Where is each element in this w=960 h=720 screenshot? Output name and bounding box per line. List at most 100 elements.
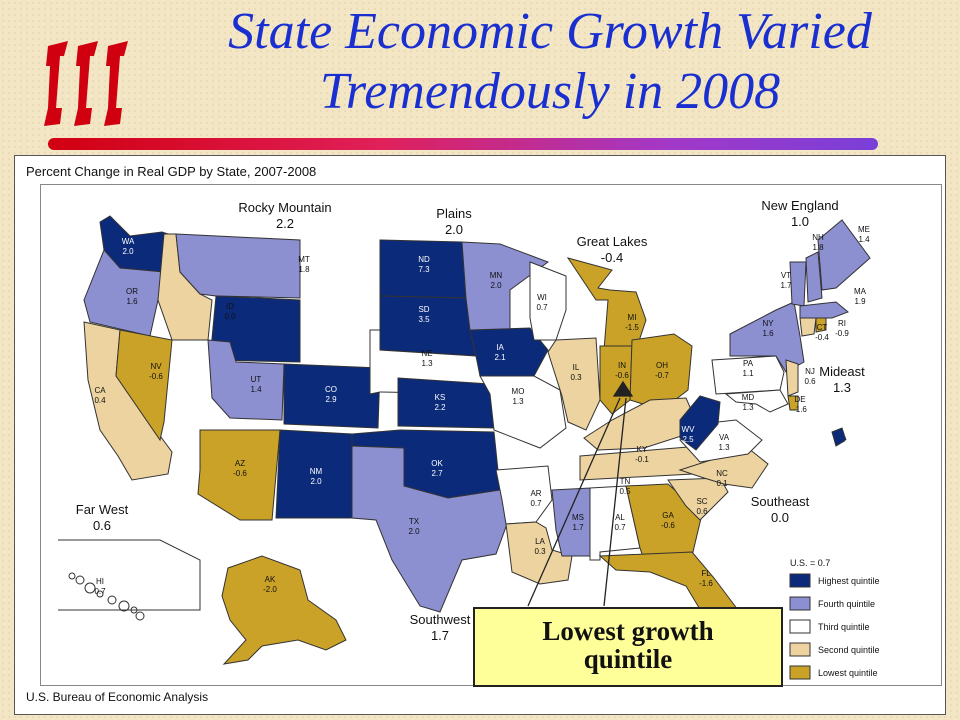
state-abbr-nj: NJ [805,367,815,376]
state-abbr-nh: NH [812,233,824,242]
inset-border [58,539,201,611]
state-abbr-ma: MA [854,287,867,296]
state-abbr-mt: MT [298,255,310,264]
state-shape-ms [551,487,591,557]
state-abbr-ga: GA [662,511,674,520]
state-shape-hi-island [96,590,104,598]
slide-title: State Economic Growth Varied Tremendousl… [150,2,950,122]
state-value-ks: 2.2 [434,403,446,412]
state-abbr-ms: MS [572,513,584,522]
state-abbr-ar: AR [530,489,541,498]
state-abbr-al: AL [615,513,625,522]
state-abbr-va: VA [719,433,730,442]
state-shape-nh [805,251,823,303]
legend-swatch [789,596,811,611]
state-abbr-sd: SD [418,305,429,314]
state-value-nm: 2.0 [310,477,322,486]
state-abbr-nd: ND [418,255,430,264]
state-shape-il [547,337,601,431]
state-value-dc: 3.0 [844,439,856,448]
state-shape-vt [789,261,807,307]
region-name-mideast: Mideast [819,364,865,379]
legend-label: Highest quintile [818,576,880,586]
legend-swatch [789,665,811,680]
state-abbr-me: ME [858,225,870,234]
state-abbr-fl: FL [701,569,711,578]
state-abbr-wi: WI [537,293,547,302]
state-value-va: 1.3 [718,443,730,452]
state-value-wv: 2.5 [682,435,694,444]
title-line-2: Tremendously in 2008 [319,63,781,120]
state-shape-co [283,363,381,429]
state-value-de: -1.6 [793,405,807,414]
state-abbr-az: AZ [235,459,245,468]
state-shape-wy [209,295,301,363]
map-source: U.S. Bureau of Economic Analysis [26,690,209,704]
state-value-nh: 1.8 [812,243,824,252]
state-abbr-nm: NM [310,467,323,476]
state-value-hi: 0.7 [94,587,106,596]
callout-line-2: quintile [583,644,673,674]
state-value-wy: 4.4 [308,327,320,336]
region-name-rocky-mountain: Rocky Mountain [238,200,331,215]
state-value-in: -0.6 [615,371,629,380]
state-shape-ut [207,339,285,421]
state-abbr-dc: DC [844,429,856,438]
state-abbr-wv: WV [682,425,696,434]
state-shape-mt [175,233,301,299]
region-name-great-lakes: Great Lakes [577,234,648,249]
state-shape-or [83,249,165,337]
state-shape-hi-island [118,600,130,612]
state-abbr-il: IL [573,363,580,372]
state-abbr-ri: RI [838,319,846,328]
state-value-me: 1.4 [858,235,870,244]
state-value-ky: -0.1 [635,455,649,464]
state-abbr-in: IN [618,361,626,370]
state-shape-ma [799,301,849,319]
state-shape-hi-island [107,595,117,605]
state-value-mn: 2.0 [490,281,502,290]
state-abbr-tx: TX [409,517,420,526]
state-value-nv: -0.6 [149,372,163,381]
state-abbr-ak: AK [265,575,276,584]
state-abbr-hi: HI [96,577,104,586]
state-shape-wi [529,261,567,341]
state-value-ma: 1.9 [854,297,866,306]
state-value-ia: 2.1 [494,353,506,362]
state-shape-nv [115,329,173,442]
state-abbr-de: DE [794,395,805,404]
state-shape-ny [729,301,805,373]
legend-label: Second quintile [818,645,880,655]
state-value-vt: 1.7 [780,281,792,290]
region-value-plains: 2.0 [445,222,463,237]
legend-label: Third quintile [818,622,870,632]
state-value-ms: 1.7 [572,523,584,532]
state-shape-hi-island [84,582,96,594]
state-value-ak: -2.0 [263,585,277,594]
state-value-or: 1.6 [126,297,138,306]
state-value-sd: 3.5 [418,315,430,324]
iii-logo [44,41,128,126]
title-underline-bar [48,138,878,150]
region-value-southwest: 1.7 [431,628,449,643]
state-value-id: 0.0 [224,312,236,321]
state-value-al: 0.7 [614,523,626,532]
state-shape-me [817,219,871,291]
state-value-la: 0.3 [534,547,546,556]
region-value-new-england: 1.0 [791,214,809,229]
state-shape-mn [461,241,550,331]
map-title: Percent Change in Real GDP by State, 200… [26,164,317,179]
legend-label: Fourth quintile [818,599,875,609]
state-abbr-ny: NY [762,319,774,328]
region-name-southwest: Southwest [410,612,471,627]
state-abbr-sc: SC [696,497,707,506]
state-value-ar: 0.7 [530,499,542,508]
state-value-sc: 0.6 [696,507,708,516]
state-shape-wv [679,395,721,451]
state-value-nc: 0.1 [716,479,728,488]
callout-pointer-right [603,397,627,607]
legend-swatch [789,573,811,588]
state-shape-ri [815,317,827,333]
region-value-far-west: 0.6 [93,518,111,533]
